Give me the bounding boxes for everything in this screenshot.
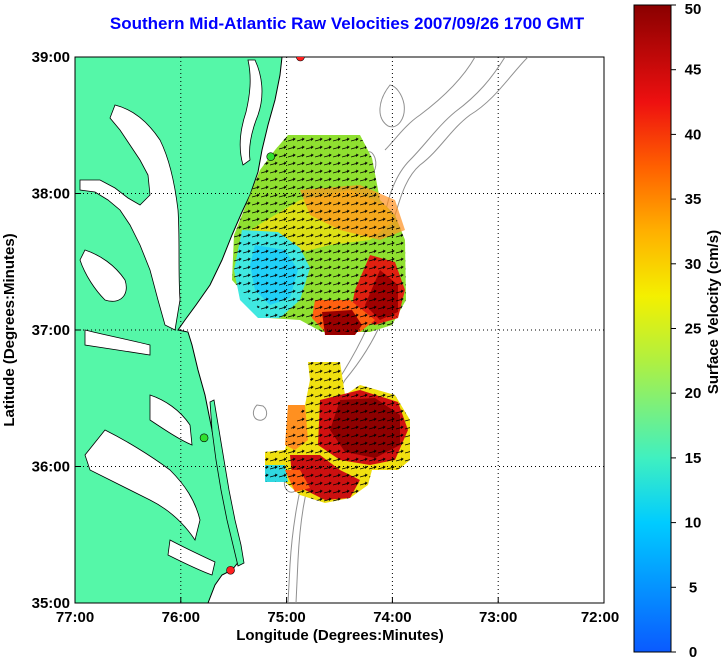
y-tick-label: 36:00 [32, 459, 70, 476]
colorbar-scale [633, 4, 672, 653]
colorbar-tick-label: 10 [685, 515, 702, 532]
axis-ticks [75, 193, 499, 603]
x-axis-label: Longitude (Degrees:Minutes) [236, 627, 444, 644]
y-tick-label: 39:00 [32, 49, 70, 66]
x-tick-label: 73:00 [479, 609, 517, 626]
station-marker [226, 565, 235, 575]
land-mass [75, 57, 283, 603]
x-tick-label: 72:00 [581, 609, 619, 626]
y-tick-label: 37:00 [32, 322, 70, 339]
y-axis-label: Latitude (Degrees:Minutes) [1, 233, 18, 426]
station-markers [199, 57, 305, 575]
colorbar-tick-label: 35 [685, 191, 702, 208]
station-marker [296, 57, 305, 62]
colorbar-tick-label: 0 [689, 644, 697, 659]
colorbar-tick-label: 20 [685, 385, 702, 402]
colorbar-tick-label: 45 [685, 62, 702, 79]
x-tick-label: 77:00 [56, 609, 94, 626]
colorbar-tick-label: 40 [685, 126, 702, 143]
x-tick-label: 74:00 [373, 609, 411, 626]
station-marker [266, 152, 276, 161]
colorbar-tick-label: 5 [689, 579, 697, 596]
map-title: Southern Mid-Atlantic Raw Velocities 200… [109, 14, 585, 33]
station-marker [199, 433, 209, 443]
colorbar-tick-label: 25 [685, 321, 702, 338]
y-tick-label: 38:00 [32, 186, 70, 203]
colorbar-tick-label: 15 [685, 450, 702, 467]
x-tick-label: 76:00 [162, 609, 200, 626]
colorbar-tick-label: 50 [685, 1, 702, 18]
map-plot-area [74, 56, 605, 604]
grid-lines [75, 57, 604, 603]
colorbar-label: Surface Velocity (cm/s) [705, 230, 722, 394]
x-tick-labels: 77:00 76:00 75:00 74:00 73:00 72:00 [56, 609, 619, 626]
y-tick-label: 35:00 [32, 595, 70, 612]
velocity-field-south [265, 362, 410, 503]
colorbar-tick-label: 30 [685, 256, 702, 273]
velocity-field-north [232, 135, 406, 335]
y-tick-labels: 39:00 38:00 37:00 36:00 35:00 [32, 49, 70, 612]
x-tick-label: 75:00 [267, 609, 305, 626]
